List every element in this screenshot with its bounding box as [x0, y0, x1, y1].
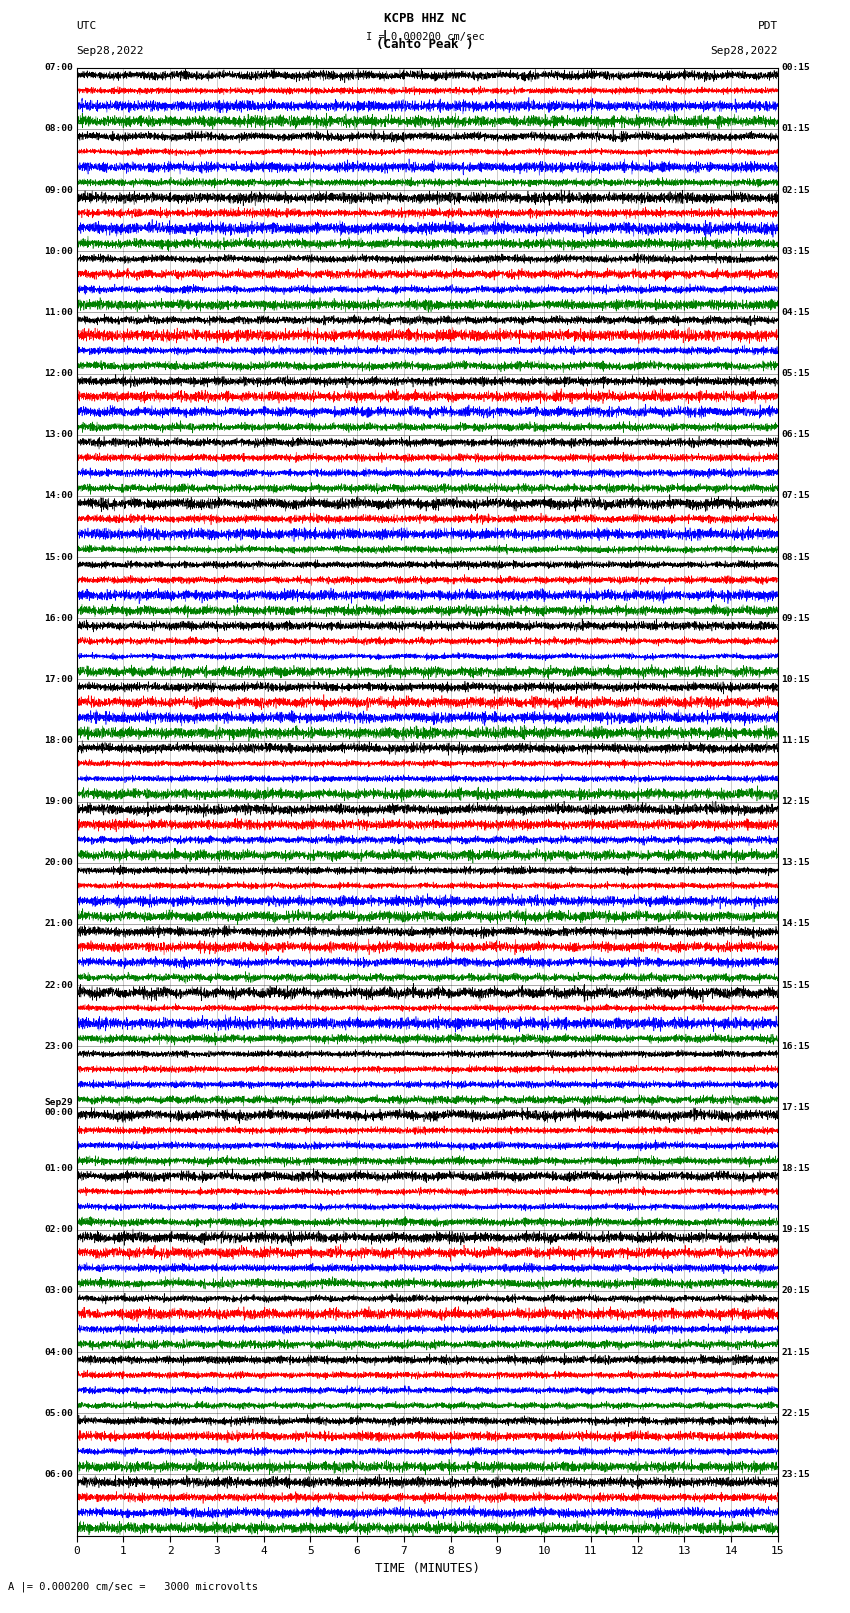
Text: A |= 0.000200 cm/sec =   3000 microvolts: A |= 0.000200 cm/sec = 3000 microvolts — [8, 1582, 258, 1592]
Text: 07:15: 07:15 — [781, 492, 810, 500]
Text: 10:00: 10:00 — [44, 247, 73, 256]
Text: 05:15: 05:15 — [781, 369, 810, 377]
Text: 08:00: 08:00 — [44, 124, 73, 134]
Text: 03:15: 03:15 — [781, 247, 810, 256]
Text: 17:00: 17:00 — [44, 674, 73, 684]
Text: 20:00: 20:00 — [44, 858, 73, 868]
Text: 23:00: 23:00 — [44, 1042, 73, 1050]
Text: 14:15: 14:15 — [781, 919, 810, 929]
Text: 16:00: 16:00 — [44, 613, 73, 623]
Text: 13:15: 13:15 — [781, 858, 810, 868]
Text: 18:15: 18:15 — [781, 1165, 810, 1173]
Text: 01:15: 01:15 — [781, 124, 810, 134]
Text: 17:15: 17:15 — [781, 1103, 810, 1111]
Text: 20:15: 20:15 — [781, 1287, 810, 1295]
Text: 11:15: 11:15 — [781, 736, 810, 745]
Text: 02:00: 02:00 — [44, 1226, 73, 1234]
Text: 06:15: 06:15 — [781, 431, 810, 439]
X-axis label: TIME (MINUTES): TIME (MINUTES) — [375, 1561, 479, 1574]
Text: 19:15: 19:15 — [781, 1226, 810, 1234]
Text: |: | — [381, 31, 389, 44]
Text: 19:00: 19:00 — [44, 797, 73, 806]
Text: (Cahto Peak ): (Cahto Peak ) — [377, 37, 473, 50]
Text: 13:00: 13:00 — [44, 431, 73, 439]
Text: 12:00: 12:00 — [44, 369, 73, 377]
Text: 07:00: 07:00 — [44, 63, 73, 73]
Text: 21:00: 21:00 — [44, 919, 73, 929]
Text: 05:00: 05:00 — [44, 1408, 73, 1418]
Text: 23:15: 23:15 — [781, 1469, 810, 1479]
Text: 00:15: 00:15 — [781, 63, 810, 73]
Text: 02:15: 02:15 — [781, 185, 810, 195]
Text: UTC: UTC — [76, 21, 97, 31]
Text: KCPB HHZ NC: KCPB HHZ NC — [383, 13, 467, 26]
Text: 01:00: 01:00 — [44, 1165, 73, 1173]
Text: 11:00: 11:00 — [44, 308, 73, 316]
Text: 15:00: 15:00 — [44, 553, 73, 561]
Text: 15:15: 15:15 — [781, 981, 810, 990]
Text: 21:15: 21:15 — [781, 1347, 810, 1357]
Text: 18:00: 18:00 — [44, 736, 73, 745]
Text: 03:00: 03:00 — [44, 1287, 73, 1295]
Text: 16:15: 16:15 — [781, 1042, 810, 1050]
Text: 22:00: 22:00 — [44, 981, 73, 990]
Text: 09:00: 09:00 — [44, 185, 73, 195]
Text: 08:15: 08:15 — [781, 553, 810, 561]
Text: 09:15: 09:15 — [781, 613, 810, 623]
Text: 14:00: 14:00 — [44, 492, 73, 500]
Text: I = 0.000200 cm/sec: I = 0.000200 cm/sec — [366, 32, 484, 42]
Text: 04:00: 04:00 — [44, 1347, 73, 1357]
Text: Sep28,2022: Sep28,2022 — [76, 45, 144, 56]
Text: 06:00: 06:00 — [44, 1469, 73, 1479]
Text: 22:15: 22:15 — [781, 1408, 810, 1418]
Text: 04:15: 04:15 — [781, 308, 810, 316]
Text: 10:15: 10:15 — [781, 674, 810, 684]
Text: Sep28,2022: Sep28,2022 — [711, 45, 778, 56]
Text: PDT: PDT — [757, 21, 778, 31]
Text: 12:15: 12:15 — [781, 797, 810, 806]
Text: Sep29
00:00: Sep29 00:00 — [44, 1098, 73, 1118]
